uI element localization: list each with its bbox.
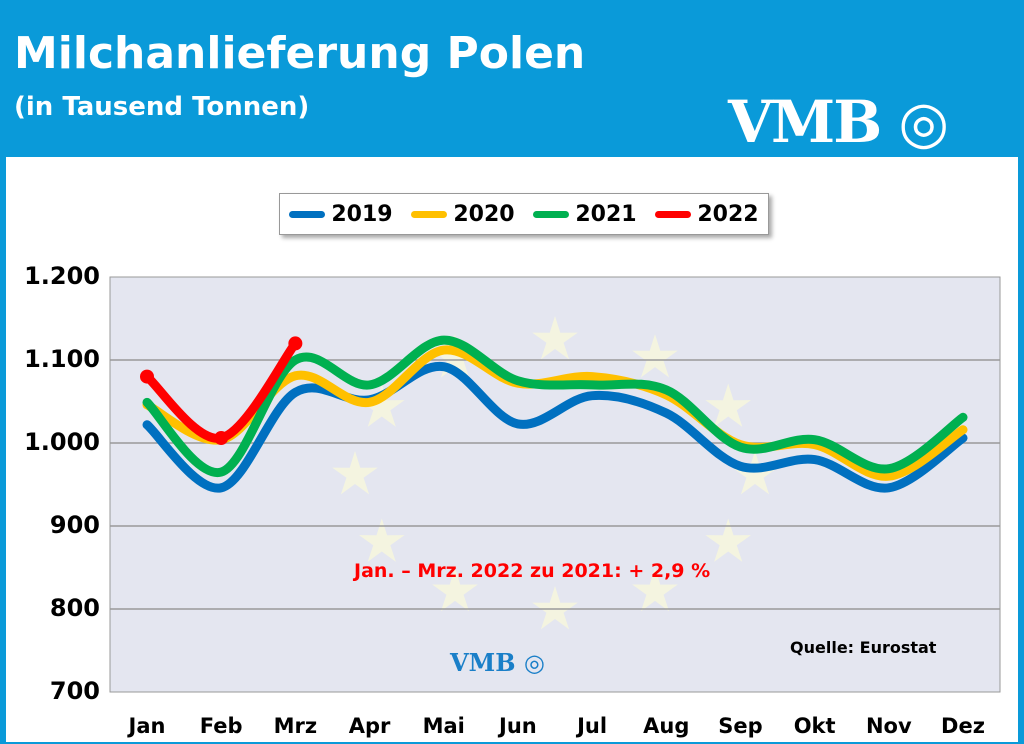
- x-tick-label: Jan: [128, 714, 166, 738]
- eu-star-decoration: [705, 383, 752, 427]
- annotation: Jan. – Mrz. 2022 zu 2021: + 2,9 %: [354, 560, 711, 582]
- x-tick-label: Apr: [348, 714, 391, 738]
- y-tick-label: 1.200: [24, 262, 100, 290]
- watermark-logo: VMB ◎: [450, 648, 545, 677]
- source-note: Quelle: Eurostat: [790, 638, 937, 657]
- legend-label: 2022: [697, 201, 759, 227]
- y-tick-label: 700: [49, 677, 100, 705]
- x-tick-label: Mrz: [273, 714, 318, 738]
- legend-item: 2019: [289, 201, 393, 227]
- x-tick-label: Dez: [941, 714, 985, 738]
- data-point-2022: [214, 431, 229, 446]
- data-point-2022: [288, 336, 303, 351]
- eu-star-decoration: [432, 567, 478, 612]
- eu-star-decoration: [632, 567, 678, 612]
- page-subtitle: (in Tausend Tonnen): [14, 92, 310, 122]
- eu-star-decoration: [532, 316, 578, 360]
- legend-label: 2020: [453, 201, 515, 227]
- x-tick-label: Sep: [718, 714, 763, 738]
- series-line-2019: [142, 361, 968, 493]
- x-tick-label: Feb: [199, 714, 243, 738]
- vmb-logo: VMB ◎: [728, 88, 949, 156]
- legend-item: 2020: [411, 201, 515, 227]
- legend-swatch: [655, 210, 692, 218]
- x-tick-label: Mai: [422, 714, 465, 738]
- eu-star-decoration: [632, 334, 678, 378]
- legend-swatch: [411, 210, 448, 218]
- header: Milchanlieferung Polen (in Tausend Tonne…: [0, 0, 1024, 156]
- x-tick-label: Aug: [643, 714, 690, 738]
- legend-item: 2021: [533, 201, 637, 227]
- legend-swatch: [533, 210, 570, 218]
- eu-star-decoration: [432, 334, 478, 378]
- eu-star-decoration: [532, 586, 578, 630]
- y-tick-label: 800: [49, 594, 100, 622]
- eu-star-decoration: [332, 451, 378, 495]
- legend: 2019 2020 2021 2022: [279, 193, 769, 235]
- eu-star-decoration: [705, 518, 752, 562]
- y-tick-label: 900: [49, 511, 100, 539]
- page-title: Milchanlieferung Polen: [14, 28, 586, 79]
- eu-star-decoration: [358, 383, 405, 427]
- legend-label: 2019: [331, 201, 393, 227]
- legend-item: 2022: [655, 201, 759, 227]
- y-tick-label: 1.000: [24, 428, 100, 456]
- data-point-2022: [140, 369, 154, 384]
- eu-star-decoration: [732, 451, 778, 495]
- x-tick-label: Nov: [865, 714, 912, 738]
- y-tick-label: 1.100: [24, 345, 100, 373]
- x-tick-label: Okt: [793, 714, 836, 738]
- eu-star-decoration: [358, 518, 405, 562]
- x-tick-label: Jun: [499, 714, 537, 738]
- series-line-2021: [142, 335, 968, 477]
- legend-swatch: [289, 210, 326, 218]
- x-tick-label: Jul: [577, 714, 608, 738]
- legend-label: 2021: [575, 201, 637, 227]
